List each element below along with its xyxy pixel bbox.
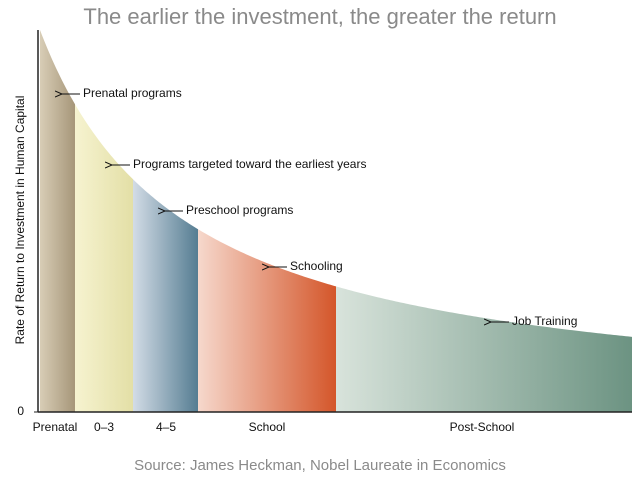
x-tick-label: School xyxy=(249,420,286,434)
x-tick-label: 4–5 xyxy=(156,420,176,434)
annotation: Job Training xyxy=(512,314,577,328)
stage-area xyxy=(133,179,198,412)
x-tick-label: 0–3 xyxy=(94,420,114,434)
stage-area xyxy=(336,286,632,412)
stage-area xyxy=(198,229,336,412)
x-tick-label: Prenatal xyxy=(33,420,78,434)
x-tick-label: Post-School xyxy=(450,420,515,434)
source: Source: James Heckman, Nobel Laureate in… xyxy=(134,457,506,474)
annotation: Preschool programs xyxy=(186,203,293,217)
y-tick-label: 0 xyxy=(17,404,24,418)
plot xyxy=(40,30,632,413)
chart-title: The earlier the investment, the greater … xyxy=(83,4,556,29)
annotation: Prenatal programs xyxy=(83,86,182,100)
stage-area xyxy=(75,104,133,413)
annotation: Schooling xyxy=(290,259,343,273)
y-axis-label: Rate of Return to Investment in Human Ca… xyxy=(13,96,27,345)
stage-area xyxy=(40,30,75,412)
annotation: Programs targeted toward the earliest ye… xyxy=(133,157,366,171)
